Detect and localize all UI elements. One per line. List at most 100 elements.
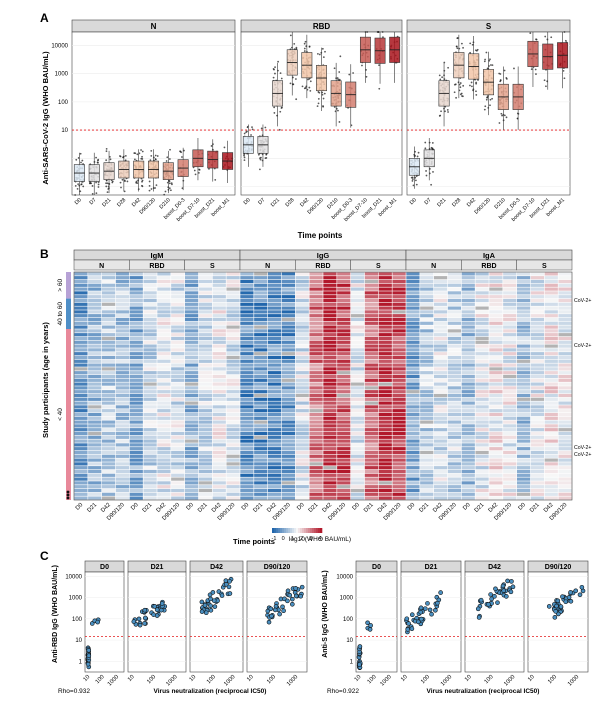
heatmap-cell (433, 298, 448, 303)
heatmap-cell (489, 344, 503, 348)
timepoint-label: D21 (308, 502, 320, 514)
heatmap-cell (433, 314, 448, 318)
heatmap-cell (226, 485, 240, 489)
heatmap-cell (212, 386, 226, 390)
heatmap-cell (489, 435, 503, 439)
heatmap-cell (309, 321, 323, 325)
heatmap-cell (558, 450, 572, 455)
timepoint-label: D21 (252, 502, 264, 514)
heatmap-cell (74, 443, 88, 447)
heatmap-cell (115, 371, 130, 375)
heatmap-cell (267, 276, 282, 280)
heatmap-cell (212, 295, 226, 299)
heatmap-cell (544, 325, 558, 329)
heatmap-cell (184, 367, 199, 371)
heatmap-cell (267, 336, 282, 341)
heatmap-cell (516, 405, 531, 409)
heatmap-cell (254, 295, 268, 299)
heatmap-cell (267, 397, 282, 401)
heatmap-cell (198, 336, 213, 341)
heatmap-cell (406, 367, 420, 371)
heatmap-cell (433, 359, 448, 363)
heatmap-cell (406, 348, 420, 352)
y-tick-label: 10 (61, 128, 68, 134)
heatmap-cell (447, 450, 462, 455)
heatmap-cell (226, 374, 240, 379)
facet-label: D21 (151, 564, 164, 571)
heatmap-cell (350, 473, 365, 477)
heatmap-cell (447, 344, 462, 348)
heatmap-cell (378, 287, 392, 291)
heatmap-cell (544, 443, 558, 447)
heatmap-cell (489, 409, 503, 413)
heatmap-cell (392, 359, 406, 363)
heatmap-cell (323, 371, 337, 375)
heatmap-cell (364, 469, 379, 474)
facet-label: N (151, 22, 157, 31)
heatmap-cell (558, 428, 572, 432)
heatmap-cell (350, 431, 365, 436)
heatmap-cell (212, 355, 226, 360)
heatmap-cell (544, 340, 558, 344)
heatmap-cell (378, 329, 392, 333)
heatmap-cell (350, 488, 365, 493)
scatter-point (210, 590, 216, 595)
heatmap-cell (530, 393, 545, 398)
heatmap-cell (516, 473, 531, 477)
heatmap-cell (392, 416, 406, 420)
data-point (279, 72, 282, 75)
heatmap-cell (198, 439, 213, 443)
heatmap-cell (323, 302, 337, 306)
age-group-bar (66, 298, 71, 329)
heatmap-cell (433, 409, 448, 413)
heatmap-cell (129, 302, 143, 306)
heatmap-cell (143, 340, 157, 344)
heatmap-cell (433, 336, 448, 341)
heatmap-cell (212, 412, 226, 417)
heatmap-cell (489, 374, 503, 379)
heatmap-cell (254, 321, 268, 325)
heatmap-cell (433, 348, 448, 352)
heatmap-cell (88, 412, 102, 417)
heatmap-cell (392, 477, 406, 481)
heatmap-cell (157, 306, 171, 310)
heatmap-cell (530, 367, 545, 371)
scatter-point (501, 588, 507, 593)
scatter-point (427, 607, 433, 613)
heatmap-cell (254, 466, 268, 470)
heatmap-cell (157, 386, 171, 390)
y-tick-label: 100 (343, 617, 354, 623)
scatter-point (488, 592, 493, 597)
heatmap-cell (184, 352, 199, 356)
heatmap-cell (475, 477, 489, 481)
heatmap-cell (74, 283, 88, 287)
heatmap-cell (226, 469, 240, 474)
heatmap-cell (309, 412, 323, 417)
heatmap-cell (406, 302, 420, 306)
data-point (438, 115, 441, 117)
data-point (489, 58, 491, 61)
heatmap-cell (461, 401, 475, 405)
heatmap-cell (516, 447, 531, 451)
heatmap-cell (267, 295, 282, 299)
heatmap-cell (171, 287, 185, 291)
heatmap-cell (88, 340, 102, 344)
heatmap-cell (364, 405, 379, 409)
heatmap-cell (530, 302, 545, 306)
heatmap-cell (88, 401, 102, 405)
antigen-label: RBD (315, 263, 330, 270)
scatter-point (293, 586, 298, 591)
heatmap-cell (254, 310, 268, 314)
x-tick-label: D21 (436, 197, 447, 208)
heatmap-cell (530, 481, 545, 485)
heatmap-cell (309, 492, 323, 496)
heatmap-cell (184, 310, 199, 314)
heatmap-cell (544, 469, 558, 474)
heatmap-cell (171, 310, 185, 314)
heatmap-cell (475, 450, 489, 455)
heatmap-cell (212, 352, 226, 356)
x-tick-label: 10 (527, 674, 536, 683)
heatmap-cell (115, 416, 130, 420)
heatmap-cell (378, 344, 392, 348)
heatmap-cell (447, 340, 462, 344)
